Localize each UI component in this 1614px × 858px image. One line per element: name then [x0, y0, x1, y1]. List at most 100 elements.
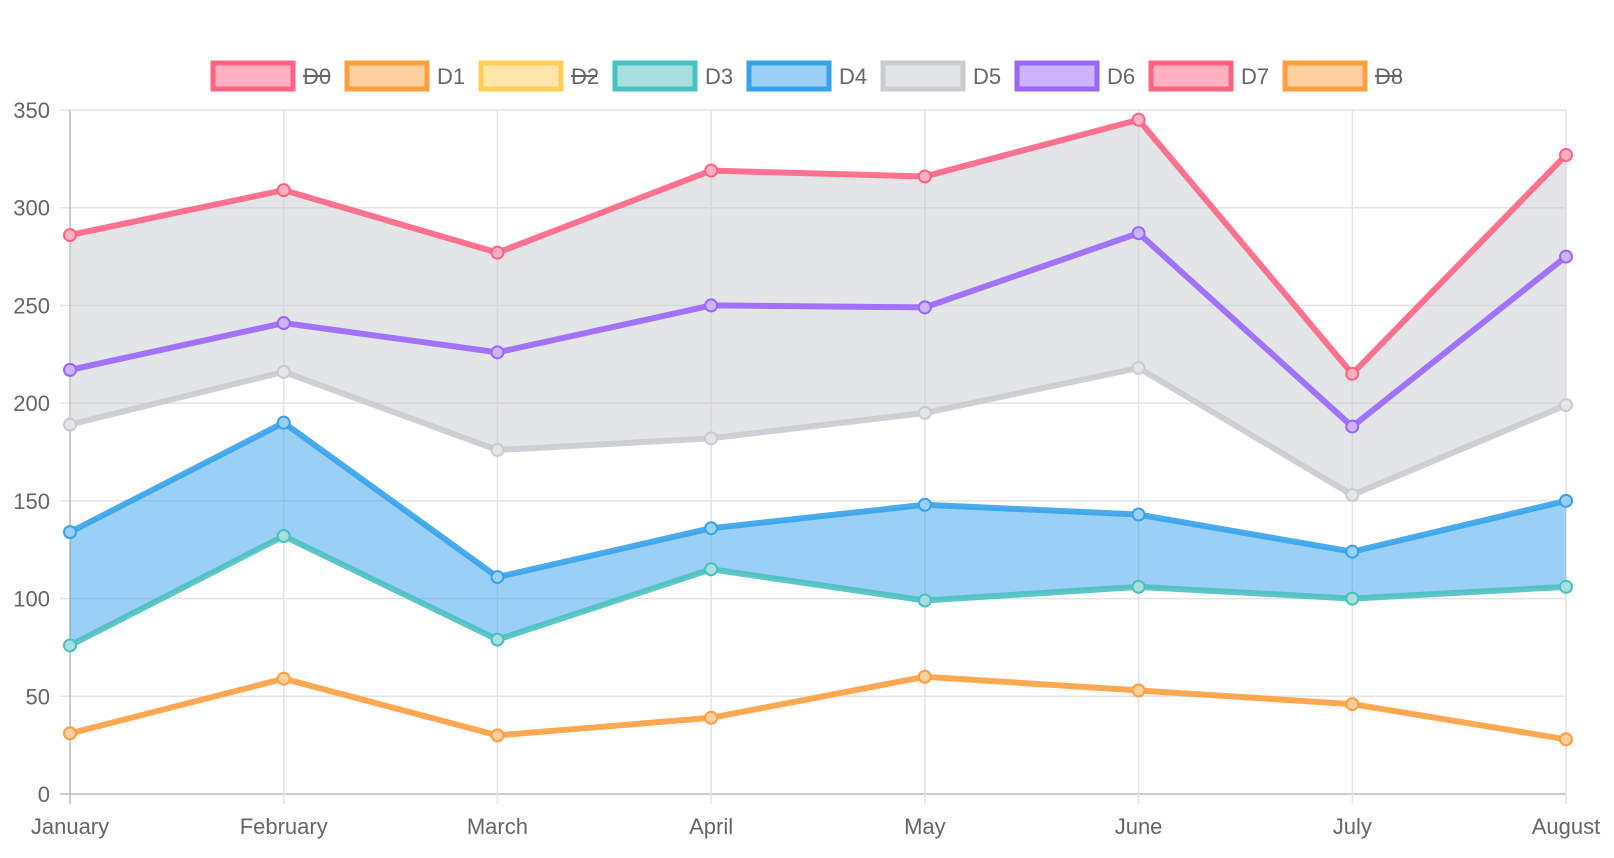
axes: 0 50 100 150 200 250 300 350 January February Marc…	[13, 98, 1600, 839]
legend-item-d1[interactable]: D1	[344, 60, 465, 92]
legend-swatch-d6	[1014, 60, 1100, 92]
data-point-d4-february[interactable]	[276, 415, 291, 430]
legend-item-d5[interactable]: D5	[880, 60, 1001, 92]
x-tick-label-july: July	[1333, 814, 1372, 839]
x-tick-label-march: March	[467, 814, 528, 839]
legend-item-d0[interactable]: D0	[210, 60, 331, 92]
data-point-d1-august[interactable]	[1559, 732, 1573, 747]
legend-swatch-d1	[344, 60, 430, 92]
series-lines	[67, 116, 1569, 743]
data-point-d4-march[interactable]	[490, 570, 505, 585]
legend-item-d7[interactable]: D7	[1148, 60, 1269, 92]
data-point-d3-may[interactable]	[917, 593, 932, 608]
y-tick-label-100: 100	[13, 587, 50, 612]
legend-swatch-d3	[612, 60, 698, 92]
data-point-d4-june[interactable]	[1131, 507, 1146, 522]
legend-swatch-d2	[478, 60, 564, 92]
data-point-d6-august[interactable]	[1559, 249, 1573, 264]
data-point-d7-may[interactable]	[917, 169, 932, 184]
legend-swatch-d8	[1282, 60, 1368, 92]
data-point-d4-april[interactable]	[704, 521, 719, 536]
series-line-d6	[67, 230, 1569, 430]
data-point-d3-march[interactable]	[490, 632, 505, 647]
data-point-d1-june[interactable]	[1131, 683, 1146, 698]
data-point-d7-july[interactable]	[1345, 366, 1360, 381]
legend[interactable]: D0 D1 D2 D3 D4 D5 D6 D7 D8	[210, 60, 1403, 92]
legend-item-d8[interactable]: D8	[1282, 60, 1403, 92]
data-point-d6-february[interactable]	[276, 316, 291, 331]
y-tick-label-250: 250	[13, 293, 50, 318]
legend-item-d4[interactable]: D4	[746, 60, 867, 92]
series-line-d5	[67, 364, 1569, 498]
data-point-d1-january[interactable]	[63, 726, 77, 741]
data-point-d6-may[interactable]	[917, 300, 932, 315]
data-point-d3-june[interactable]	[1131, 579, 1146, 594]
data-point-d4-january[interactable]	[63, 525, 77, 540]
data-point-d6-june[interactable]	[1131, 226, 1146, 241]
legend-item-d3[interactable]: D3	[612, 60, 733, 92]
legend-label-d7: D7	[1241, 64, 1269, 89]
data-point-d5-february[interactable]	[276, 364, 291, 379]
y-tick-label-350: 350	[13, 98, 50, 123]
legend-swatch-d5	[880, 60, 966, 92]
x-tick-label-february: February	[240, 814, 328, 839]
data-point-d3-february[interactable]	[276, 529, 291, 544]
data-point-d5-june[interactable]	[1131, 360, 1146, 375]
y-tick-label-0: 0	[38, 782, 50, 807]
data-point-d6-july[interactable]	[1345, 419, 1360, 434]
data-point-d7-february[interactable]	[276, 183, 291, 198]
data-point-d6-march[interactable]	[490, 345, 505, 360]
x-tick-label-august: August	[1532, 814, 1601, 839]
data-point-d1-march[interactable]	[490, 728, 505, 743]
data-point-d5-april[interactable]	[704, 431, 719, 446]
data-point-d6-april[interactable]	[704, 298, 719, 313]
data-point-d5-may[interactable]	[917, 405, 932, 420]
data-point-d3-january[interactable]	[63, 638, 77, 653]
legend-swatch-d7	[1148, 60, 1234, 92]
legend-item-d2[interactable]: D2	[478, 60, 599, 92]
fill-d3-to-d4	[70, 422, 1566, 646]
data-points	[63, 112, 1573, 747]
y-tick-label-200: 200	[13, 391, 50, 416]
data-point-d7-january[interactable]	[63, 228, 77, 243]
legend-label-d3: D3	[705, 64, 733, 89]
data-point-d1-february[interactable]	[276, 671, 291, 686]
data-point-d4-may[interactable]	[917, 497, 932, 512]
legend-label-d5: D5	[973, 64, 1001, 89]
data-point-d4-august[interactable]	[1559, 493, 1573, 508]
data-point-d7-june[interactable]	[1131, 112, 1146, 127]
data-point-d5-march[interactable]	[490, 443, 505, 458]
data-point-d6-january[interactable]	[63, 362, 77, 377]
series-line-d7	[67, 116, 1569, 377]
data-point-d5-july[interactable]	[1345, 487, 1360, 502]
y-tick-label-50: 50	[26, 684, 50, 709]
series-line-d3	[67, 533, 1569, 649]
data-point-d7-march[interactable]	[490, 245, 505, 260]
data-point-d3-april[interactable]	[704, 562, 719, 577]
legend-swatch-d0	[210, 60, 296, 92]
area-fills	[70, 119, 1566, 646]
y-tick-label-150: 150	[13, 489, 50, 514]
data-point-d7-august[interactable]	[1559, 147, 1573, 162]
data-point-d5-january[interactable]	[63, 417, 77, 432]
data-point-d7-april[interactable]	[704, 163, 719, 178]
legend-item-d6[interactable]: D6	[1014, 60, 1135, 92]
legend-label-d6: D6	[1107, 64, 1135, 89]
data-point-d1-july[interactable]	[1345, 697, 1360, 712]
data-point-d1-may[interactable]	[917, 669, 932, 684]
series-line-d4	[67, 419, 1569, 581]
data-point-d1-april[interactable]	[704, 710, 719, 725]
y-tick-label-300: 300	[13, 196, 50, 221]
data-point-d5-august[interactable]	[1559, 398, 1573, 413]
data-point-d4-july[interactable]	[1345, 544, 1360, 559]
x-tick-label-january: January	[31, 814, 109, 839]
legend-label-d1: D1	[437, 64, 465, 89]
x-tick-label-june: June	[1115, 814, 1163, 839]
series-line-d1	[67, 673, 1569, 743]
data-point-d3-august[interactable]	[1559, 579, 1573, 594]
data-point-d3-july[interactable]	[1345, 591, 1360, 606]
legend-label-d4: D4	[839, 64, 867, 89]
x-tick-label-may: May	[904, 814, 946, 839]
